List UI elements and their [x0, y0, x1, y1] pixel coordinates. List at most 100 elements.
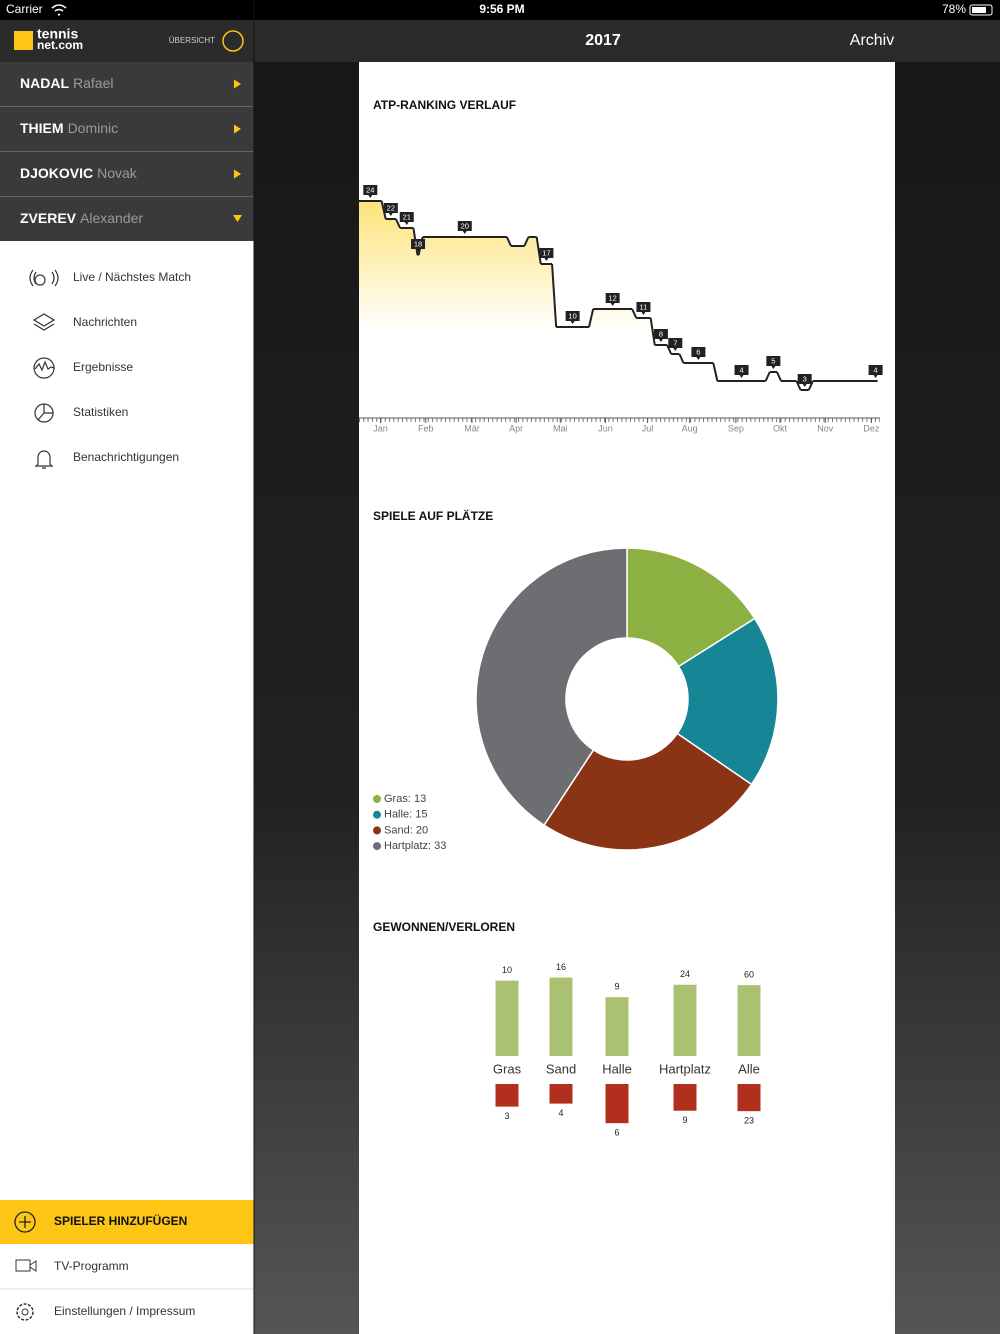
lost-label: 9: [682, 1115, 687, 1125]
value-label: 12: [608, 293, 616, 302]
lost-bar: [495, 1084, 519, 1107]
battery: 78%: [942, 2, 966, 16]
player-row[interactable]: [0, 62, 254, 106]
category-label: Halle: [602, 1061, 632, 1076]
menu-item[interactable]: Live / Nächstes Match: [73, 270, 191, 284]
player-name[interactable]: ZVEREV Alexander: [20, 210, 143, 226]
value-label: 20: [461, 221, 469, 230]
lost-label: 4: [558, 1108, 563, 1118]
player-row[interactable]: [0, 107, 254, 151]
x-tick-label: Jun: [598, 423, 613, 433]
lost-label: 6: [614, 1128, 619, 1138]
player-name[interactable]: DJOKOVIC Novak: [20, 165, 138, 181]
player-row[interactable]: [0, 152, 254, 196]
expand-arrow[interactable]: [234, 169, 241, 179]
ranking-step: [588, 308, 595, 328]
menu-icon: [33, 357, 55, 379]
value-label: 10: [568, 311, 576, 320]
expand-arrow[interactable]: [233, 215, 242, 222]
value-label: 7: [673, 338, 677, 347]
ranking-step: [523, 236, 530, 247]
menu-icon: [34, 450, 54, 469]
expand-arrow[interactable]: [234, 124, 241, 134]
lost-label: 23: [744, 1116, 754, 1126]
legend-value: 15: [415, 809, 427, 821]
player-name[interactable]: NADAL Rafael: [20, 75, 113, 91]
x-tick-label: Jan: [373, 423, 388, 433]
status-bar: [0, 0, 1000, 20]
ranking-step: [764, 371, 771, 382]
won-label: 24: [680, 969, 690, 979]
lost-bar: [737, 1084, 761, 1112]
settings-icon-core: [21, 1308, 29, 1316]
player-name[interactable]: THIEM Dominic: [20, 120, 118, 136]
legend-name: Hartplatz: [384, 840, 428, 852]
lost-bar: [605, 1084, 629, 1124]
menu-icon: [32, 313, 56, 331]
value-label: 4: [874, 365, 878, 374]
year[interactable]: 2017: [585, 32, 621, 49]
won-bar: [605, 997, 629, 1056]
ranking-step: [631, 308, 638, 319]
value-tag: [668, 338, 683, 351]
won-bar: [673, 984, 697, 1056]
x-tick-label: Nov: [817, 423, 834, 433]
x-tick-label: Okt: [773, 423, 788, 433]
pie-slice: [626, 547, 756, 668]
overview[interactable]: ÜBERSICHT: [169, 36, 215, 45]
legend-dot: [373, 842, 381, 851]
legend-value: 13: [414, 793, 426, 805]
legend-label: Halle: 15: [384, 809, 427, 821]
menu-icon: [29, 269, 59, 287]
sidebar-header: [0, 20, 254, 62]
chart-title: ATP-RANKING VERLAUF: [373, 98, 516, 112]
lost-bar: [673, 1084, 697, 1111]
menu-item[interactable]: Nachrichten: [73, 315, 137, 329]
settings-icon: [16, 1303, 34, 1321]
player-first: Dominic: [68, 120, 119, 136]
won-label: 16: [556, 962, 566, 972]
tv-icon-lens: [29, 1260, 37, 1272]
add-player-button[interactable]: [0, 1200, 254, 1244]
ranking-step: [380, 200, 387, 220]
legend-sep: :: [408, 793, 414, 805]
ranking-step: [395, 218, 401, 229]
settings[interactable]: Einstellungen / Impressum: [54, 1304, 195, 1318]
archive[interactable]: Archiv: [850, 32, 894, 49]
legend-label: Gras: 13: [384, 793, 426, 805]
legend-name: Halle: [384, 809, 409, 821]
ranking-step: [807, 380, 814, 391]
legend-label: Sand: 20: [384, 824, 428, 836]
legend-sep: :: [410, 824, 416, 836]
expand-arrow[interactable]: [234, 79, 241, 89]
menu-item[interactable]: Statistiken: [73, 405, 128, 419]
menu-icon: [34, 403, 54, 423]
lost-bar: [549, 1084, 573, 1104]
value-label: 4: [739, 365, 743, 374]
menu-item[interactable]: Benachrichtigungen: [73, 450, 179, 464]
add-icon: [14, 1211, 36, 1233]
value-label: 22: [387, 203, 395, 212]
add-player-label[interactable]: SPIELER HINZUFÜGEN: [54, 1213, 187, 1228]
value-tag: [565, 311, 580, 324]
value-label: 3: [803, 374, 807, 383]
player-row[interactable]: [0, 197, 254, 241]
overview-icon[interactable]: [222, 30, 244, 52]
tv-programm[interactable]: TV-Programm: [54, 1259, 129, 1273]
value-tag: [605, 293, 620, 306]
value-tag: [797, 374, 812, 387]
value-label: 6: [696, 347, 700, 356]
sidebar-body: [0, 241, 254, 1334]
value-tag: [766, 356, 781, 369]
pie-slice: [475, 547, 628, 827]
won-label: 9: [614, 982, 619, 992]
x-tick-label: Sep: [728, 423, 744, 433]
legend-value: 20: [416, 824, 428, 836]
time: 9:56 PM: [479, 2, 524, 16]
value-tag: [636, 302, 651, 315]
ranking-step: [776, 371, 782, 382]
menu-item[interactable]: Ergebnisse: [73, 360, 133, 374]
wifi-icon: [51, 4, 67, 17]
value-tag: [383, 203, 398, 216]
legend-dot: [373, 826, 381, 835]
